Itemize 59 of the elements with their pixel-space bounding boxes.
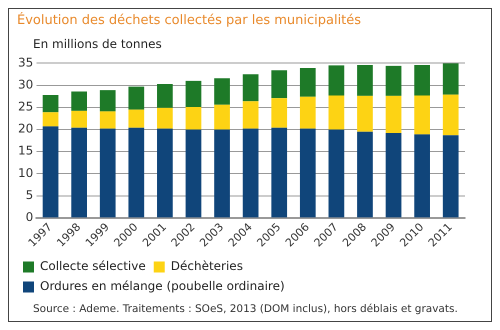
y-tick-label: 20 [18,122,34,136]
bar [357,132,373,218]
y-tick-label: 15 [18,144,34,158]
bar [414,95,430,134]
bar [100,90,116,112]
bar [214,78,230,105]
bar [386,96,402,134]
y-tick-label: 30 [18,77,34,92]
y-tick-label: 25 [18,100,34,114]
bar [128,86,144,110]
y-axis-title: En millions de tonnes [33,37,162,51]
bar [71,91,88,111]
bar [242,74,258,102]
bar [214,104,230,130]
bar [271,98,288,128]
bar [242,128,258,218]
bar [157,108,173,129]
bar [386,133,402,218]
bar [186,129,202,218]
bar [186,80,202,107]
bar [300,68,316,97]
bar [157,128,173,218]
bar [71,110,88,128]
bar [300,96,316,129]
bar [100,128,116,218]
bar [271,128,288,218]
bar [414,64,430,96]
bar [186,106,202,130]
bar [100,111,116,129]
bar [42,112,58,126]
legend-label: Collecte sélective [40,259,146,274]
y-tick-label: 5 [26,188,34,202]
bar [71,128,88,218]
bar [271,70,288,98]
bar [42,126,58,218]
bar [357,64,373,96]
chart-title: Évolution des déchets collectés par les municipalités [17,13,362,28]
bar [128,110,144,128]
bar [442,63,459,95]
bar [242,101,258,129]
bar [442,94,459,136]
bar [42,95,58,112]
bar [357,96,373,132]
source-note: Source : Ademe. Traitements : SOeS, 2013 (DOM inclus), hors déblais et gravats. [33,303,458,315]
bar [442,135,459,218]
bar [157,84,173,108]
bar [328,129,344,218]
legend-label: Ordures en mélange (poubelle ordinaire) [40,279,285,294]
bar [300,128,316,218]
bar [414,134,430,218]
legend-label: Déchèteries [170,259,243,274]
y-tick-label: 0 [26,210,34,224]
bar [328,65,344,96]
y-tick-label: 10 [18,166,34,180]
bar [128,128,144,218]
bar [328,95,344,130]
bar [214,129,230,218]
y-tick-label: 35 [18,55,34,70]
bar [386,66,402,96]
